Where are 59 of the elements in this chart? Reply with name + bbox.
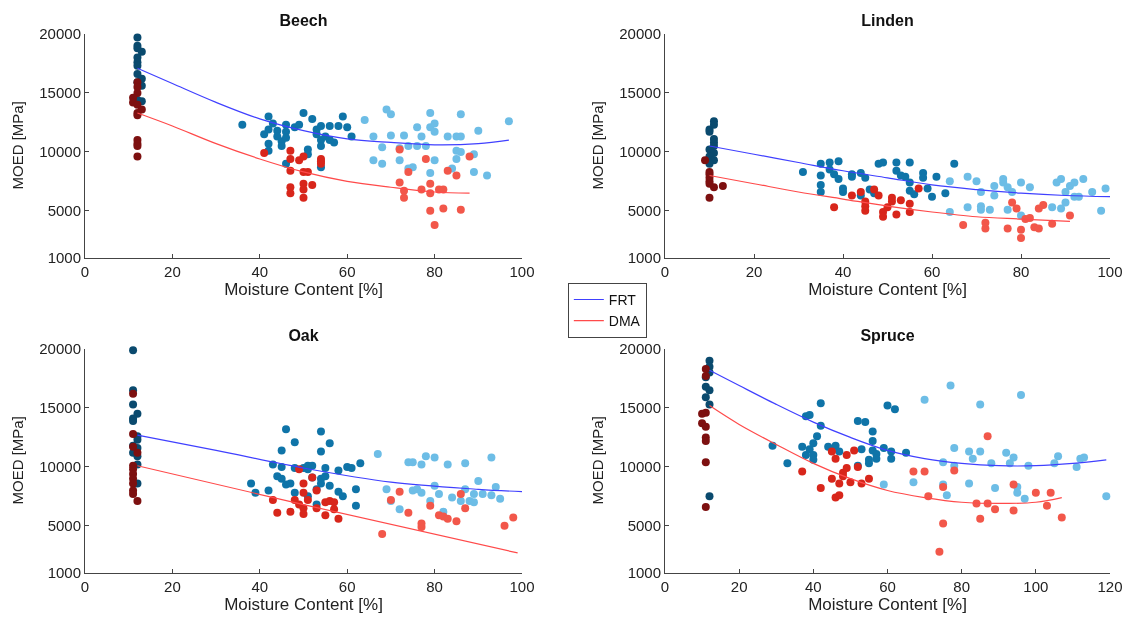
y-tick-label: 1000	[47, 249, 81, 267]
chart-title: Linden	[861, 11, 914, 29]
y-tick-label: 15000	[39, 399, 81, 417]
chart-title: Beech	[279, 11, 328, 29]
x-tick-label: 80	[953, 578, 971, 595]
x-tick-label: 60	[338, 578, 356, 595]
y-axis-title: MOED [MPa]	[588, 416, 606, 505]
y-tick-label: 20000	[619, 25, 661, 43]
x-tick-label: 20	[164, 578, 181, 595]
y-axis-title: MOED [MPa]	[8, 416, 26, 505]
x-tick-label: 40	[804, 578, 822, 595]
x-tick-label: 100	[1023, 578, 1049, 595]
x-tick-label: 0	[660, 263, 670, 280]
x-tick-label: 40	[251, 578, 269, 595]
y-tick-label: 10000	[619, 458, 661, 476]
y-tick-label: 5000	[627, 202, 661, 220]
y-tick-label: 1000	[627, 564, 661, 582]
x-tick-label: 80	[1012, 263, 1030, 280]
y-tick-label: 10000	[39, 458, 81, 476]
y-axis-title: MOED [MPa]	[588, 101, 606, 190]
x-axis-title: Moisture Content [%]	[224, 595, 383, 615]
y-tick-label: 15000	[619, 84, 661, 102]
x-tick-label: 80	[426, 263, 443, 280]
y-tick-label: 15000	[39, 84, 81, 102]
legend-label: DMA	[608, 313, 641, 330]
x-tick-label: 80	[426, 578, 443, 595]
y-tick-label: 20000	[39, 25, 81, 43]
x-tick-label: 20	[745, 263, 763, 280]
x-tick-label: 60	[338, 263, 356, 280]
x-tick-label: 0	[80, 578, 90, 595]
y-tick-label: 10000	[39, 143, 81, 161]
y-tick-label: 15000	[619, 399, 661, 417]
x-axis-title: Moisture Content [%]	[808, 280, 967, 300]
x-tick-label: 100	[509, 578, 535, 595]
x-tick-label: 20	[730, 578, 748, 595]
y-tick-label: 20000	[619, 340, 661, 358]
x-tick-label: 0	[660, 578, 670, 595]
x-tick-label: 0	[80, 263, 90, 280]
x-tick-label: 120	[1097, 578, 1123, 595]
x-tick-label: 100	[509, 263, 535, 280]
x-axis-title: Moisture Content [%]	[224, 280, 383, 300]
y-tick-label: 10000	[619, 143, 661, 161]
x-tick-label: 20	[164, 263, 181, 280]
y-tick-label: 5000	[627, 517, 661, 535]
x-tick-label: 40	[251, 263, 269, 280]
legend-label: FRT	[608, 291, 637, 308]
x-tick-label: 100	[1097, 263, 1123, 280]
x-tick-label: 40	[834, 263, 852, 280]
y-tick-label: 20000	[39, 340, 81, 358]
chart-title: Oak	[288, 326, 319, 344]
x-tick-label: 60	[923, 263, 941, 280]
x-axis-title: Moisture Content [%]	[808, 595, 967, 615]
y-axis-title: MOED [MPa]	[8, 101, 26, 190]
y-tick-label: 1000	[47, 564, 81, 582]
x-tick-label: 60	[879, 578, 896, 595]
y-tick-label: 1000	[627, 249, 661, 267]
y-tick-label: 5000	[47, 517, 81, 535]
chart-title: Spruce	[860, 326, 915, 344]
y-tick-label: 5000	[47, 202, 81, 220]
